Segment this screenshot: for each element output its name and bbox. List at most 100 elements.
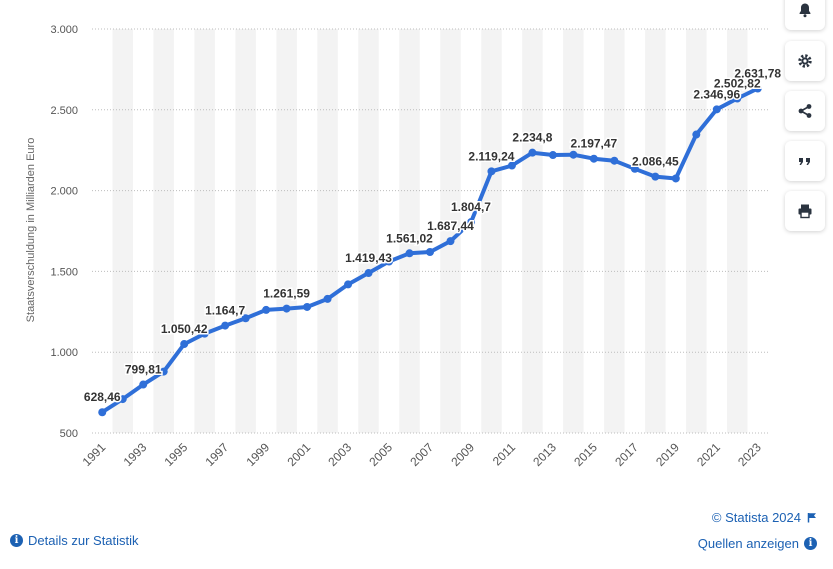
x-tick-label: 2005 xyxy=(366,440,395,469)
notification-button[interactable] xyxy=(785,0,825,30)
x-tick-label: 1995 xyxy=(162,440,191,469)
year-band xyxy=(112,29,133,433)
year-band xyxy=(235,29,256,433)
gear-icon xyxy=(798,54,812,68)
data-label: 2.502,82 xyxy=(714,76,761,90)
data-point xyxy=(118,395,127,404)
x-tick-label: 2011 xyxy=(490,440,518,468)
data-point xyxy=(466,218,475,227)
data-label: 1.261,59 xyxy=(263,287,310,301)
year-band xyxy=(481,29,502,433)
y-tick-label: 2.000 xyxy=(50,186,78,198)
x-tick-labels: 1991 1993 1995 1997 1999 2001 2003 2005 2007 2009… xyxy=(80,440,765,469)
info-icon: i xyxy=(10,534,23,547)
y-tick-labels: 500 1.000 1.500 2.000 2.500 3.000 xyxy=(50,24,78,440)
x-tick-label: 1991 xyxy=(80,440,109,469)
data-point xyxy=(282,304,291,313)
data-point xyxy=(98,408,107,417)
data-point xyxy=(385,257,394,266)
year-band xyxy=(317,29,338,433)
x-tick-label: 1999 xyxy=(243,440,272,469)
x-tick-label: 2013 xyxy=(530,440,559,469)
data-label: 2.234,8 xyxy=(512,131,552,145)
data-point xyxy=(651,172,660,181)
copyright-note: © Statista 2024 xyxy=(712,510,817,525)
data-label: 1.687,44 xyxy=(427,219,474,233)
data-point xyxy=(200,329,209,338)
data-point xyxy=(692,130,701,139)
y-tick-label: 2.500 xyxy=(50,105,78,117)
flag-icon[interactable] xyxy=(807,512,817,523)
bell-icon xyxy=(799,3,811,18)
data-point xyxy=(569,150,578,159)
share-button[interactable] xyxy=(785,91,825,131)
year-band xyxy=(604,29,625,433)
data-label: 628,46 xyxy=(84,390,121,404)
info-icon: i xyxy=(804,537,817,550)
data-point xyxy=(159,367,168,376)
year-band xyxy=(440,29,461,433)
data-point xyxy=(507,161,516,170)
data-label: 2.197,47 xyxy=(571,137,618,151)
year-band xyxy=(153,29,174,433)
x-tick-label: 2001 xyxy=(284,440,313,469)
data-point xyxy=(303,302,312,311)
x-tick-label: 1997 xyxy=(202,440,231,469)
year-band xyxy=(194,29,215,433)
data-label: 2.086,45 xyxy=(632,155,679,169)
sources-link[interactable]: Quellen anzeigen i xyxy=(698,536,817,551)
quote-icon xyxy=(799,158,810,165)
year-band xyxy=(522,29,543,433)
data-label: 1.419,43 xyxy=(345,251,392,265)
data-label: 2.346,96 xyxy=(693,87,740,101)
year-band xyxy=(276,29,297,433)
data-point xyxy=(630,164,639,173)
data-point xyxy=(753,84,762,93)
y-tick-label: 1.500 xyxy=(50,266,78,278)
x-tick-label: 2009 xyxy=(448,440,477,469)
data-label: 2.631,78 xyxy=(734,67,781,81)
data-point xyxy=(262,305,271,314)
data-point xyxy=(528,148,537,157)
settings-button[interactable] xyxy=(785,41,825,81)
sources-link-label: Quellen anzeigen xyxy=(697,536,799,551)
x-tick-label: 1993 xyxy=(121,440,150,469)
data-point xyxy=(487,167,496,176)
data-point xyxy=(241,314,250,323)
year-band xyxy=(645,29,666,433)
x-tick-label: 2017 xyxy=(612,440,641,469)
data-label: 2.119,24 xyxy=(468,149,514,163)
data-point xyxy=(548,151,557,160)
y-tick-label: 500 xyxy=(60,428,78,440)
data-point xyxy=(344,280,353,289)
data-label: 1.164,7 xyxy=(205,304,245,318)
data-label: 1.050,42 xyxy=(161,322,208,336)
data-point xyxy=(364,269,373,278)
data-point xyxy=(610,156,619,165)
x-tick-label: 2019 xyxy=(653,440,682,469)
data-point xyxy=(323,294,332,303)
x-tick-label: 2007 xyxy=(407,440,436,469)
data-point xyxy=(405,249,414,258)
data-label: 1.804,7 xyxy=(451,200,491,214)
data-label: 1.561,02 xyxy=(386,231,433,245)
year-band xyxy=(727,29,748,433)
y-axis-label: Staatsverschuldung in Milliarden Euro xyxy=(25,138,37,323)
share-icon xyxy=(798,104,812,118)
year-band xyxy=(563,29,584,433)
data-point xyxy=(426,248,434,257)
data-point xyxy=(139,380,148,389)
y-tick-label: 3.000 xyxy=(50,24,78,36)
print-button[interactable] xyxy=(785,191,825,231)
data-point xyxy=(180,340,189,349)
data-point xyxy=(733,94,742,103)
copyright-text: © Statista 2024 xyxy=(711,510,801,525)
alternating-year-bands xyxy=(112,29,748,433)
data-points xyxy=(98,84,762,417)
x-tick-label: 2021 xyxy=(694,440,723,469)
details-link[interactable]: i Details zur Statistik xyxy=(10,533,139,548)
data-point xyxy=(221,321,230,330)
y-tick-label: 1.000 xyxy=(50,347,78,359)
cite-button[interactable] xyxy=(785,141,825,181)
